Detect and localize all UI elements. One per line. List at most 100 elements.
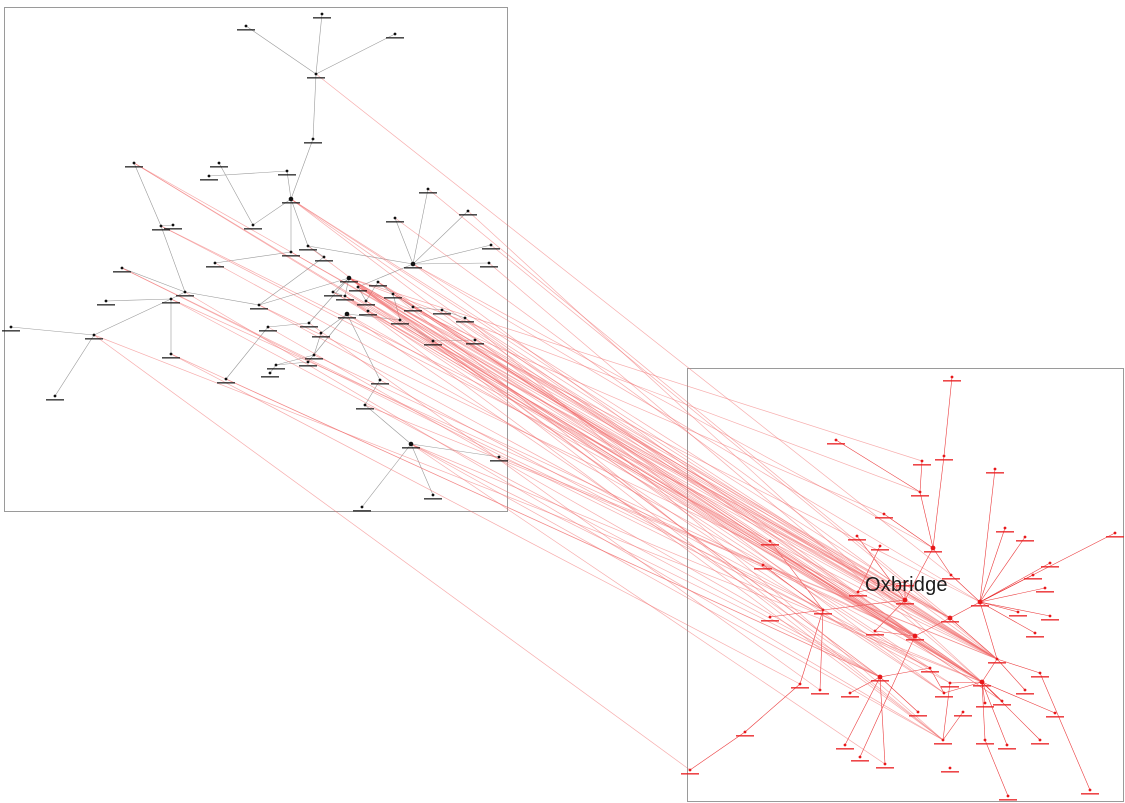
left-edge [312,73,317,140]
right-edge [943,376,953,457]
cross-edge [267,326,881,678]
cross-edge [258,304,998,660]
cross-edge [313,354,916,637]
right-node-label-mark [1041,619,1059,621]
left-node [9,325,13,329]
left-edge [412,262,490,265]
right-edge [979,601,1036,634]
right-node [918,490,922,494]
left-node-label-mark [459,214,477,216]
left-node [307,321,311,325]
right-node [761,563,765,567]
right-node [1053,711,1057,715]
left-node [217,161,221,165]
left-node [344,311,350,317]
right-node-label-mark [934,743,952,745]
left-node [487,261,491,265]
right-node [912,633,918,639]
cross-edge [290,198,951,619]
left-node-label-mark [299,365,317,367]
left-node-label-mark [300,326,318,328]
left-node-label-mark [237,29,255,31]
right-node-label-mark [836,748,854,750]
left-node-label-mark [480,266,498,268]
right-node [993,467,997,471]
right-node-label-mark [941,771,959,773]
right-edge [981,681,986,741]
left-edge [245,25,317,75]
left-node [266,325,270,329]
left-edge [308,277,350,324]
right-node [1048,561,1052,565]
cross-edge [490,244,998,660]
left-network-panel [4,7,508,512]
left-node-label-mark [278,174,296,176]
right-node [979,679,985,685]
left-node-label-mark [85,338,103,340]
right-node [983,738,987,742]
cross-edge [365,300,951,684]
right-node [1006,794,1010,798]
right-edge [879,667,931,678]
cross-edge [348,277,923,462]
right-node-label-mark [811,693,829,695]
cross-edge [412,306,1003,702]
left-node [120,266,124,270]
right-node [949,573,953,577]
right-node-label-mark [924,551,942,553]
left-node [159,224,163,228]
left-edge [412,244,492,265]
right-node-label-mark [942,578,960,580]
cross-edge [464,317,983,683]
cross-edge [290,198,998,660]
left-edge-layer [10,13,500,508]
left-edge [258,277,350,306]
left-node-label-mark [359,314,377,316]
cross-edge [410,443,881,678]
left-node [322,255,326,259]
right-node [1038,671,1042,675]
cross-edge [412,263,934,549]
right-node-label-mark [1009,615,1027,617]
right-node-label-mark [998,748,1016,750]
right-node [768,615,772,619]
right-edge [979,601,998,660]
right-node [983,701,987,705]
right-edge [979,468,996,603]
left-edge [160,225,186,293]
left-node-label-mark [307,77,325,79]
left-node-label-mark [152,229,170,231]
right-node [848,691,852,695]
left-node-label-mark [206,266,224,268]
cross-edge [441,309,983,683]
right-node-label-mark [851,760,869,762]
right-edge [981,681,1041,741]
right-edge [856,535,906,601]
right-edge [996,658,1026,691]
right-node-label-mark [761,620,779,622]
left-node-label-mark [162,357,180,359]
right-node-label-mark [848,539,866,541]
cross-edge [348,277,998,660]
right-network-panel [687,368,1124,802]
left-node [356,285,360,289]
right-node-label-mark [1016,540,1034,542]
right-node [903,580,907,584]
left-node [274,363,278,367]
left-edge [357,263,414,288]
left-node [285,169,289,173]
cross-edge [357,286,981,603]
left-node [463,316,467,320]
left-node [314,72,318,76]
left-node-label-mark [125,166,143,168]
cross-edge [290,251,998,660]
left-edge [275,354,315,366]
right-node-label-mark [909,715,927,717]
right-node-label-mark [814,613,832,615]
left-node [306,360,310,364]
right-node-label-mark [976,706,994,708]
right-node [1023,688,1027,692]
cross-edge [133,162,906,601]
left-node-label-mark [315,260,333,262]
cross-edge [308,322,821,691]
